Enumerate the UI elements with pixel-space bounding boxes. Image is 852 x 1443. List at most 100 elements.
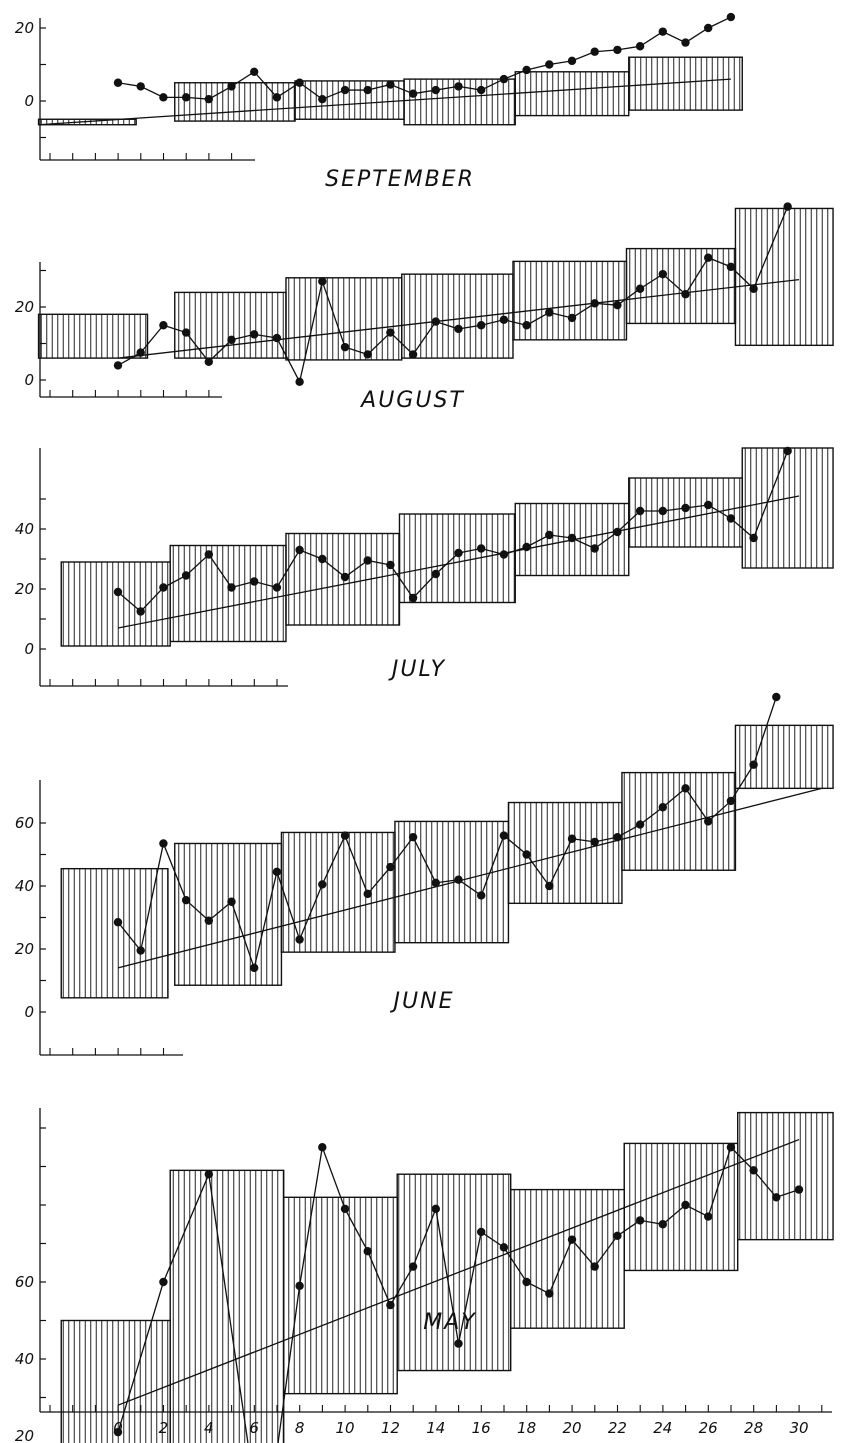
data-point — [704, 253, 713, 262]
range-band — [174, 291, 287, 359]
range-band — [737, 1111, 834, 1241]
data-point — [340, 85, 350, 95]
range-band — [169, 1169, 285, 1443]
data-point — [431, 85, 440, 95]
data-point — [227, 335, 236, 345]
data-point — [113, 587, 123, 597]
data-point — [136, 946, 145, 955]
data-point — [499, 831, 509, 840]
data-point — [159, 321, 168, 330]
x-tick-label: 22 — [608, 1419, 627, 1437]
data-point — [386, 1300, 395, 1310]
data-point — [726, 796, 736, 806]
data-point — [318, 277, 327, 286]
x-tick-label: 20 — [562, 1419, 581, 1437]
data-point — [783, 202, 792, 211]
data-point — [681, 503, 690, 513]
data-point — [613, 527, 622, 537]
range-band — [280, 831, 396, 953]
data-point — [613, 300, 622, 310]
data-point — [704, 500, 713, 510]
range-band — [60, 867, 169, 999]
data-point — [408, 593, 418, 603]
data-point — [386, 560, 395, 570]
y-tick-label: 60 — [15, 1273, 34, 1291]
data-point — [113, 78, 123, 87]
x-tick-label: 18 — [517, 1419, 536, 1437]
range-band — [169, 544, 287, 643]
data-point — [499, 74, 509, 84]
data-point — [681, 290, 690, 299]
data-point — [658, 269, 667, 279]
data-point — [363, 85, 372, 95]
data-point — [295, 935, 304, 944]
data-point — [590, 837, 599, 847]
y-tick-label: 40 — [15, 1350, 34, 1368]
month-label: JUNE — [390, 989, 455, 1014]
data-point — [726, 1143, 736, 1152]
data-point — [567, 834, 577, 843]
data-point — [567, 56, 577, 66]
y-tick-label: 0 — [24, 371, 34, 389]
data-point — [726, 514, 736, 523]
data-point — [136, 348, 145, 357]
data-point — [204, 357, 213, 366]
data-point — [454, 548, 463, 558]
data-point — [113, 361, 123, 370]
data-point — [250, 330, 259, 339]
data-point — [477, 1227, 486, 1237]
data-point — [159, 93, 168, 102]
data-point — [545, 1289, 554, 1298]
data-point — [408, 1262, 418, 1271]
data-point — [363, 556, 372, 565]
data-point — [477, 85, 486, 95]
x-tick-label: 2 — [159, 1419, 169, 1437]
trend-line — [117, 787, 822, 969]
x-tick-label: 10 — [335, 1419, 354, 1437]
data-point — [318, 1143, 327, 1152]
data-point — [295, 78, 304, 87]
data-point — [454, 324, 463, 334]
range-band — [60, 561, 171, 647]
data-point — [749, 533, 758, 543]
x-tick-label: 24 — [653, 1419, 672, 1437]
data-point — [363, 889, 372, 899]
x-tick-label: 16 — [472, 1419, 491, 1437]
data-point — [635, 820, 645, 829]
data-point — [726, 12, 736, 22]
data-point — [658, 1220, 667, 1229]
data-point — [136, 607, 145, 616]
data-point — [681, 784, 690, 793]
data-point — [386, 862, 395, 872]
data-point — [272, 93, 282, 102]
data-point — [204, 916, 213, 925]
data-point — [704, 1212, 713, 1221]
data-point — [454, 875, 463, 884]
data-point — [181, 328, 191, 337]
x-tick-label: 30 — [789, 1419, 808, 1437]
data-point — [181, 895, 191, 905]
data-point — [204, 550, 213, 559]
data-point — [567, 313, 577, 323]
chart-panel-august: 0 20 AUGUST — [15, 202, 834, 413]
data-point — [454, 1339, 463, 1348]
data-point — [318, 94, 327, 104]
data-point — [522, 850, 531, 859]
chart-panel-september: 0 20 SEPTEMBER — [15, 12, 743, 192]
range-band — [398, 513, 516, 604]
x-tick-label: 26 — [699, 1419, 718, 1437]
range-band — [628, 56, 743, 111]
range-band — [174, 842, 283, 986]
data-point — [113, 918, 123, 927]
data-point — [794, 1185, 804, 1194]
trend-line — [38, 78, 731, 126]
y-tick-label: 20 — [15, 580, 34, 598]
data-point — [363, 1247, 372, 1256]
trend-line — [117, 1138, 800, 1406]
data-point — [499, 315, 509, 324]
data-point — [590, 299, 599, 308]
month-label: JULY — [388, 657, 446, 682]
